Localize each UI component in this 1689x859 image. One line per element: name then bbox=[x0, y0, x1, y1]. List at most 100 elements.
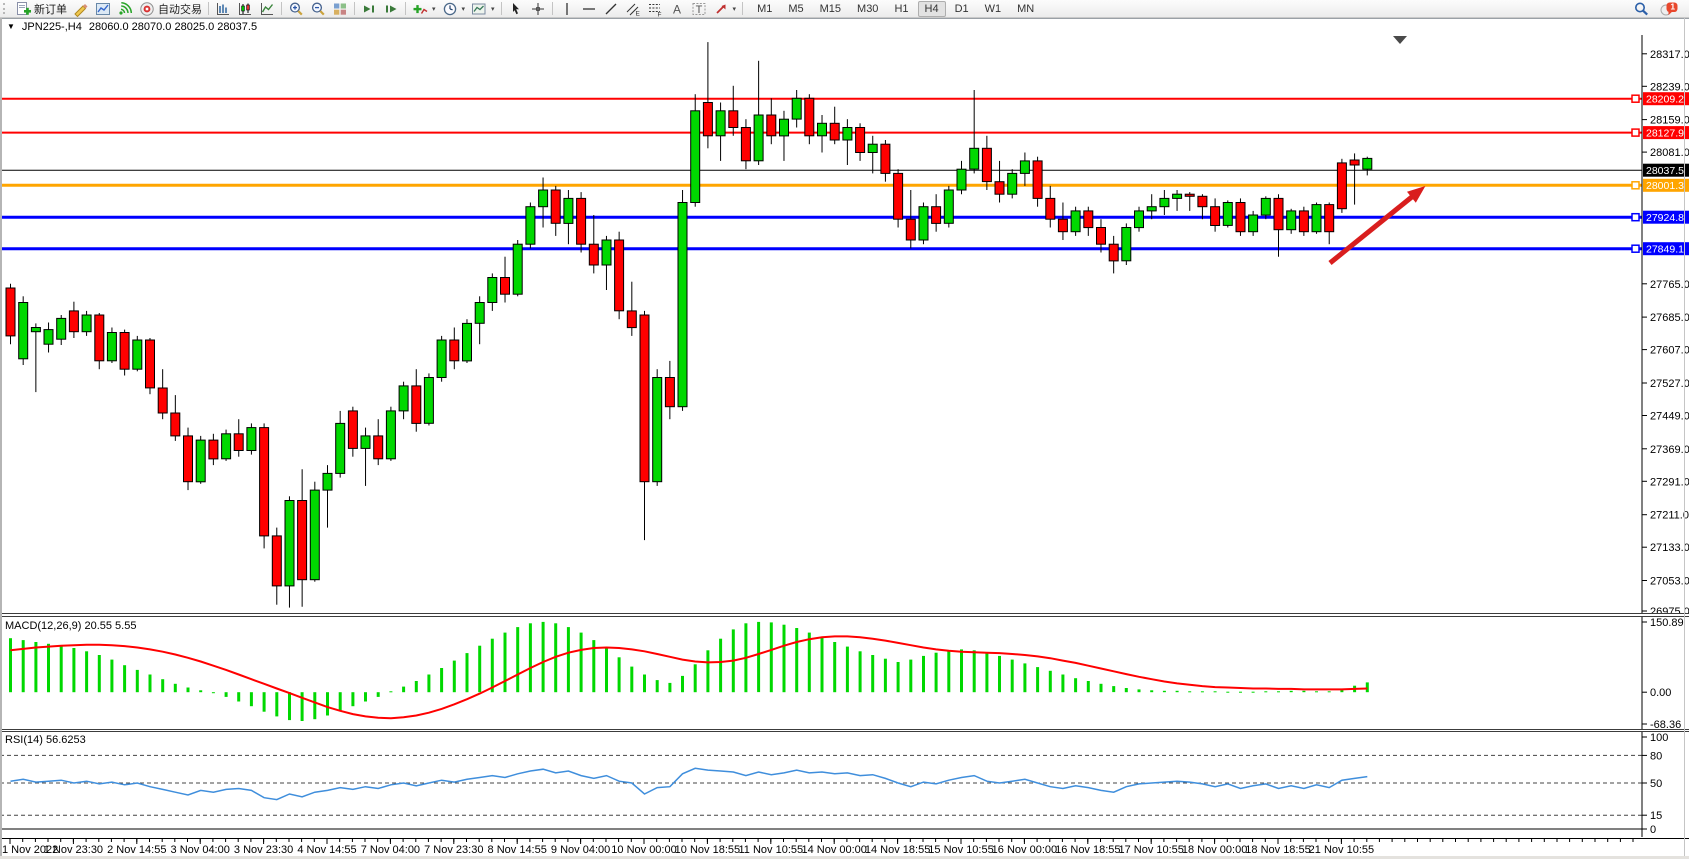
chart-template-button[interactable]: ▾ bbox=[468, 1, 498, 17]
arrow-annotation-head bbox=[1407, 186, 1426, 203]
chart-title-row: ▼ JPN225-,H4 28060.0 28070.0 28025.0 280… bbox=[3, 19, 257, 34]
time-label: 9 Nov 04:00 bbox=[551, 844, 610, 856]
time-label: 8 Nov 14:55 bbox=[488, 844, 547, 856]
svg-text:F: F bbox=[657, 11, 661, 17]
line-chart-mode-button[interactable] bbox=[256, 1, 278, 17]
cursor-tool-button[interactable] bbox=[505, 1, 527, 17]
auto-scroll-button[interactable] bbox=[358, 1, 380, 17]
text-tool-button[interactable]: A bbox=[666, 1, 688, 17]
bar-chart-icon bbox=[217, 2, 229, 15]
chart-template-icon bbox=[472, 3, 486, 14]
trendline-tool-button[interactable] bbox=[600, 1, 622, 17]
timeframe-button-M15[interactable]: M15 bbox=[819, 2, 842, 15]
collapse-caret-icon[interactable]: ▼ bbox=[7, 22, 15, 31]
toolbar-separator bbox=[742, 2, 744, 15]
channel-tool-button[interactable]: E bbox=[622, 1, 644, 17]
arrows-tool-button[interactable]: ▾ bbox=[710, 1, 740, 17]
toolbar-grip[interactable] bbox=[3, 3, 9, 14]
price-tick: 28081.0 bbox=[1650, 147, 1689, 159]
notification-count: 1 bbox=[1670, 1, 1675, 11]
macd-label: MACD(12,26,9) 20.55 5.55 bbox=[5, 620, 137, 632]
level-marker bbox=[1631, 244, 1640, 253]
price-badge-28037.5: 28037.5 bbox=[1643, 163, 1689, 177]
signal-icon bbox=[119, 1, 133, 15]
macd-canvas: 150.89 0.00 -68.36 bbox=[9, 617, 1684, 731]
rsi-tick: 50 bbox=[1650, 778, 1662, 790]
timeframe-button-D1[interactable]: D1 bbox=[954, 2, 969, 15]
vertical-line-tool-button[interactable] bbox=[556, 1, 578, 17]
timeframe-button-M30[interactable]: M30 bbox=[857, 2, 879, 15]
time-label: 16 Nov 00:00 bbox=[992, 844, 1057, 856]
pencil-icon bbox=[74, 3, 88, 17]
crosshair-tool-button[interactable] bbox=[527, 1, 549, 17]
periods-button[interactable]: ▾ bbox=[439, 1, 469, 17]
horizontal-line-tool-button[interactable] bbox=[578, 1, 600, 17]
time-label: 3 Nov 23:30 bbox=[234, 844, 293, 856]
price-tick: 27291.0 bbox=[1650, 476, 1689, 488]
pane-separator[interactable] bbox=[0, 729, 1689, 732]
line-chart-icon bbox=[261, 2, 274, 15]
horizontal-line-icon bbox=[582, 7, 595, 10]
toolbar-separator bbox=[281, 2, 282, 15]
candlestick-mode-button[interactable] bbox=[234, 1, 256, 17]
price-tick: 27765.0 bbox=[1650, 279, 1689, 291]
timeframe-button-H1[interactable]: H1 bbox=[894, 2, 909, 15]
bar-chart-mode-button[interactable] bbox=[212, 1, 234, 17]
macd-tick: -68.36 bbox=[1650, 719, 1681, 729]
auto-trading-button[interactable]: 自动交易 bbox=[136, 1, 205, 17]
new-order-icon bbox=[17, 1, 31, 15]
chevron-down-icon: ▾ bbox=[732, 5, 737, 13]
tile-windows-icon bbox=[334, 3, 346, 15]
signals-button[interactable] bbox=[114, 1, 136, 17]
chart-shift-icon bbox=[386, 5, 397, 12]
zoom-out-button[interactable] bbox=[307, 1, 329, 17]
time-label: 10 Nov 00:00 bbox=[611, 844, 676, 856]
toolbar-separator bbox=[500, 2, 502, 15]
toolbar-separator bbox=[551, 2, 553, 15]
auto-trading-label: 自动交易 bbox=[158, 3, 202, 16]
window-border bbox=[0, 18, 1689, 19]
rsi-canvas: 100 80 50 15 0 bbox=[0, 732, 1668, 837]
auto-scroll-icon bbox=[364, 5, 374, 12]
toolbar-separator bbox=[208, 2, 209, 15]
macd-histogram bbox=[9, 621, 1369, 721]
price-badge-28127.9: 28127.9 bbox=[1643, 126, 1689, 139]
price-tick: 27607.0 bbox=[1650, 345, 1689, 357]
timeframe-button-M1[interactable]: M1 bbox=[757, 2, 773, 15]
svg-text:28209.2: 28209.2 bbox=[1646, 94, 1684, 106]
clock-icon bbox=[443, 2, 456, 15]
price-chart-pane[interactable]: 28317.0 28239.0 28159.0 28081.0 27765.0 27685… bbox=[0, 35, 1689, 618]
svg-text:A: A bbox=[673, 2, 681, 16]
fibonacci-tool-button[interactable]: F bbox=[644, 1, 666, 17]
timeframe-button-H4[interactable]: H4 bbox=[917, 0, 946, 17]
timeframe-button-MN[interactable]: MN bbox=[1017, 2, 1035, 15]
chart-shift-button[interactable] bbox=[380, 1, 402, 17]
price-badge-27849.1: 27849.1 bbox=[1643, 242, 1689, 256]
macd-indicator-pane[interactable]: 150.89 0.00 -68.36 bbox=[0, 617, 1689, 731]
rsi-tick: 15 bbox=[1650, 810, 1662, 822]
notifications-button[interactable]: 1 bbox=[1657, 1, 1681, 17]
time-axis[interactable]: 1 Nov 2022 1 Nov 23:30 2 Nov 14:55 3 Nov 04… bbox=[0, 838, 1689, 857]
price-tick: 28239.0 bbox=[1650, 81, 1689, 93]
tile-windows-button[interactable] bbox=[329, 1, 351, 17]
search-button[interactable] bbox=[1630, 1, 1653, 17]
timeframe-button-M5[interactable]: M5 bbox=[788, 2, 804, 15]
svg-text:27924.8: 27924.8 bbox=[1646, 212, 1684, 224]
rsi-line bbox=[10, 767, 1368, 801]
level-marker bbox=[1631, 128, 1640, 137]
indicators-button[interactable]: ▾ bbox=[409, 1, 439, 17]
chart-shift-marker bbox=[1393, 36, 1407, 44]
rsi-indicator-pane[interactable]: 100 80 50 15 0 bbox=[0, 732, 1689, 837]
pencil-tool-button[interactable] bbox=[70, 1, 92, 17]
new-order-button[interactable]: 新订单 bbox=[12, 1, 70, 17]
pane-separator[interactable] bbox=[0, 613, 1689, 617]
time-label: 10 Nov 18:55 bbox=[675, 844, 740, 856]
timeframe-button-W1[interactable]: W1 bbox=[984, 2, 1002, 15]
text-label-tool-button[interactable]: T bbox=[688, 1, 710, 17]
fibonacci-icon: F bbox=[648, 3, 661, 17]
time-label: 18 Nov 00:00 bbox=[1182, 844, 1247, 856]
macd-tick: 150.89 bbox=[1650, 617, 1684, 629]
svg-text:E: E bbox=[635, 10, 640, 17]
zoom-in-button[interactable] bbox=[285, 1, 307, 17]
market-watch-button[interactable] bbox=[92, 1, 114, 17]
